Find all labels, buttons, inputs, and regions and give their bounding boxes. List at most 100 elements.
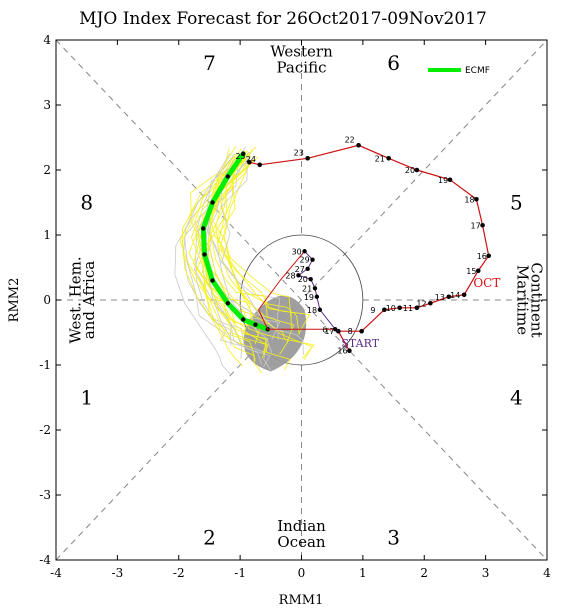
- start-track-point: [333, 327, 338, 332]
- observed-point-label: 19: [438, 176, 448, 185]
- chart-title: MJO Index Forecast for 26Oct2017-09Nov20…: [79, 9, 487, 29]
- start-track-label: 18: [307, 306, 317, 315]
- phase-number: 5: [510, 191, 523, 215]
- y-tick-label: -4: [39, 553, 51, 567]
- observed-point-label: 16: [477, 252, 487, 261]
- observed-point: [480, 222, 485, 228]
- observed-point: [382, 307, 387, 313]
- region-top-line2: Pacific: [277, 59, 327, 77]
- observed-point-label: 24: [246, 155, 256, 164]
- ensemble-mean-point: [210, 278, 215, 283]
- y-tick-label: 2: [43, 163, 51, 177]
- start-track-point: [317, 307, 323, 312]
- observed-point-label: 25: [235, 152, 245, 161]
- observed-point: [356, 143, 361, 148]
- region-left-line1: West. Hem.: [67, 256, 85, 343]
- start-track-point: [312, 286, 318, 291]
- start-track-label: 30: [292, 247, 302, 256]
- observed-point-label: 8: [348, 327, 353, 336]
- region-bottom-line2: Ocean: [277, 533, 326, 551]
- ensemble-mean-line: [200, 151, 271, 332]
- region-left-line2: and Africa: [80, 261, 98, 339]
- observed-point-label: 10: [386, 304, 396, 313]
- x-tick-label: 2: [420, 566, 428, 580]
- observed-point: [257, 162, 263, 168]
- ensemble-member-line: [204, 155, 290, 355]
- ensemble-member-line: [193, 156, 269, 359]
- start-track-point: [314, 294, 320, 299]
- observed-point-label: 17: [324, 327, 334, 336]
- region-right-line1: Maritime: [514, 265, 532, 335]
- ensemble-member-line: [193, 159, 271, 368]
- x-tick-label: 1: [359, 566, 367, 580]
- y-tick-label: 4: [43, 33, 51, 47]
- observed-point: [397, 305, 403, 311]
- phase-guides: [55, 39, 548, 561]
- observed-line: [249, 144, 490, 351]
- observed-point-label: 18: [464, 195, 474, 204]
- ensemble-mean-point: [202, 252, 207, 257]
- ensemble-mean-point: [240, 317, 246, 322]
- x-tick-label: -3: [112, 566, 124, 580]
- observed-point-label: 15: [466, 267, 476, 276]
- observed-point-label: 16: [337, 347, 347, 356]
- start-track-point: [308, 277, 313, 282]
- ensemble-member-line: [188, 148, 253, 325]
- observed-point-label: 12: [416, 299, 426, 308]
- ensemble-mean-point: [225, 174, 231, 179]
- phase-number: 1: [80, 386, 93, 410]
- start-track-label: 28: [285, 271, 295, 280]
- y-tick-label: -1: [39, 358, 51, 372]
- observed-point-label: 13: [435, 293, 445, 302]
- ensemble-mean-point: [210, 200, 215, 205]
- ensemble-plume: [174, 146, 315, 376]
- legend-label-ecmf: ECMF: [465, 66, 490, 76]
- observed-point: [414, 305, 420, 311]
- phase-number: 2: [203, 525, 216, 549]
- phase-number: 7: [203, 51, 216, 75]
- observed-point-label: 11: [403, 304, 413, 313]
- x-tick-label: 3: [482, 566, 490, 580]
- observed-point-label: 20: [405, 166, 415, 175]
- ensemble-member-line: [201, 160, 272, 371]
- start-track-label: 20: [298, 275, 308, 284]
- observed-point: [305, 156, 310, 161]
- ensemble-member-line: [224, 157, 313, 360]
- start-track-line: [297, 250, 339, 332]
- region-bottom-line1: Indian: [277, 517, 326, 535]
- x-tick-label: -4: [50, 566, 62, 580]
- observed-point: [247, 159, 252, 165]
- start-track-label: 6: [322, 325, 327, 334]
- phase-number: 3: [387, 525, 400, 549]
- start-track-label: 19: [304, 293, 314, 302]
- observed-point-label: 22: [345, 135, 355, 144]
- region-right-line2: Continent: [528, 262, 546, 337]
- observed-point-label: 21: [375, 154, 385, 163]
- phase-number: 6: [387, 51, 400, 75]
- ensemble-mean-point: [253, 322, 258, 327]
- ensemble-mean-point: [240, 151, 246, 156]
- ensemble-mean-point: [201, 226, 206, 231]
- phase-number: 4: [510, 386, 523, 410]
- observed-point-label: 23: [294, 148, 304, 157]
- observed-point: [486, 253, 491, 259]
- region-top-line1: Western: [270, 42, 333, 60]
- start-track-label: 27: [295, 265, 305, 274]
- y-tick-label: 0: [43, 293, 51, 307]
- ensemble-mean-point: [225, 301, 231, 306]
- observed-point: [347, 348, 352, 354]
- x-axis-label: RMM1: [279, 593, 324, 608]
- ensemble-member-line: [220, 156, 304, 355]
- ensemble-member-line: [181, 159, 245, 367]
- y-tick-label: 1: [43, 228, 51, 242]
- observed-point: [474, 196, 479, 202]
- start-track-point: [302, 249, 307, 254]
- ensemble-member-line: [218, 150, 300, 335]
- ensemble-member-line: [208, 146, 268, 319]
- start-connector-line: [257, 250, 336, 330]
- observed-point: [446, 294, 452, 300]
- observed-point: [447, 177, 453, 183]
